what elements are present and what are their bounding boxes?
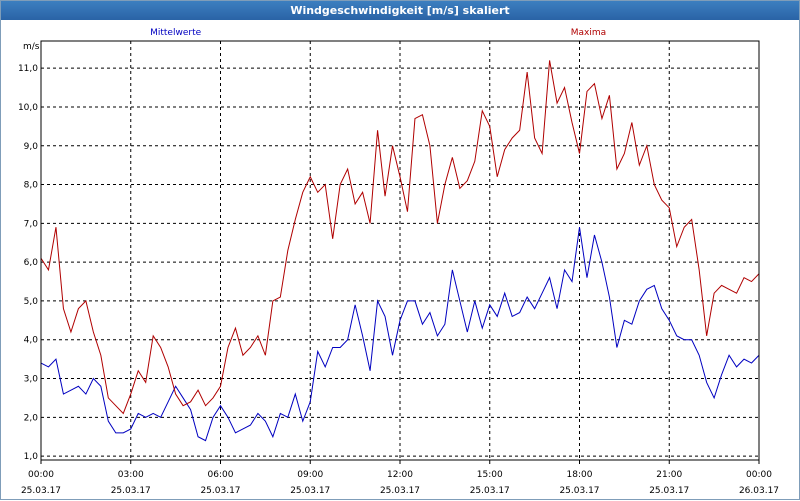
series-line-maxima <box>40 60 760 415</box>
x-tick-date: 25.03.17 <box>21 486 61 496</box>
y-tick-labels: 1,0 2,0 3,0 4,0 5,0 6,0 7,0 8,0 9,0 10,0 11,0 <box>18 64 38 462</box>
y-tick-label: 5,0 <box>24 297 39 307</box>
x-tick-date: 25.03.17 <box>559 486 599 496</box>
y-tick-label: 3,0 <box>24 375 39 385</box>
series-lines <box>40 60 760 442</box>
legend: Mittelwerte Maxima <box>150 28 606 38</box>
x-tick-time: 21:00 <box>656 470 682 480</box>
x-tick-date: 25.03.17 <box>200 486 240 496</box>
x-tick-date: 25.03.17 <box>111 486 151 496</box>
x-tick-time: 18:00 <box>567 470 593 480</box>
y-tick-label: 1,0 <box>24 452 39 462</box>
y-tick-label: 7,0 <box>24 219 39 229</box>
plot-frame <box>40 40 760 461</box>
window-title: Windgeschwindigkeit [m/s] skaliert <box>1 1 799 20</box>
x-tick-time: 00:00 <box>746 470 772 480</box>
y-tick-label: 6,0 <box>24 258 39 268</box>
x-tick-time: 06:00 <box>208 470 234 480</box>
x-tick-date: 25.03.17 <box>380 486 420 496</box>
x-tick-time: 00:00 <box>28 470 54 480</box>
y-tick-label: 10,0 <box>18 103 38 113</box>
x-tick-date: 25.03.17 <box>470 486 510 496</box>
x-tick-time: 03:00 <box>118 470 144 480</box>
x-tick-date: 25.03.17 <box>649 486 689 496</box>
series-line-mittelwerte <box>40 227 760 442</box>
y-axis-label: m/s <box>23 42 40 52</box>
legend-entry-maxima: Maxima <box>571 28 606 38</box>
y-tick-label: 8,0 <box>24 181 39 191</box>
y-tick-label: 4,0 <box>24 336 39 346</box>
y-tick-label: 11,0 <box>18 64 38 74</box>
grid-lines <box>41 41 759 460</box>
x-tick-date: 25.03.17 <box>290 486 330 496</box>
x-tick-time: 12:00 <box>387 470 413 480</box>
y-tick-label: 9,0 <box>24 142 39 152</box>
legend-entry-mittelwerte: Mittelwerte <box>150 28 201 38</box>
x-tick-labels: 00:00 25.03.17 03:00 25.03.17 06:00 25.03.17 0… <box>21 460 779 496</box>
x-tick-time: 09:00 <box>297 470 323 480</box>
y-tick-label: 2,0 <box>24 413 39 423</box>
x-tick-date: 26.03.17 <box>739 486 779 496</box>
x-tick-time: 15:00 <box>477 470 503 480</box>
